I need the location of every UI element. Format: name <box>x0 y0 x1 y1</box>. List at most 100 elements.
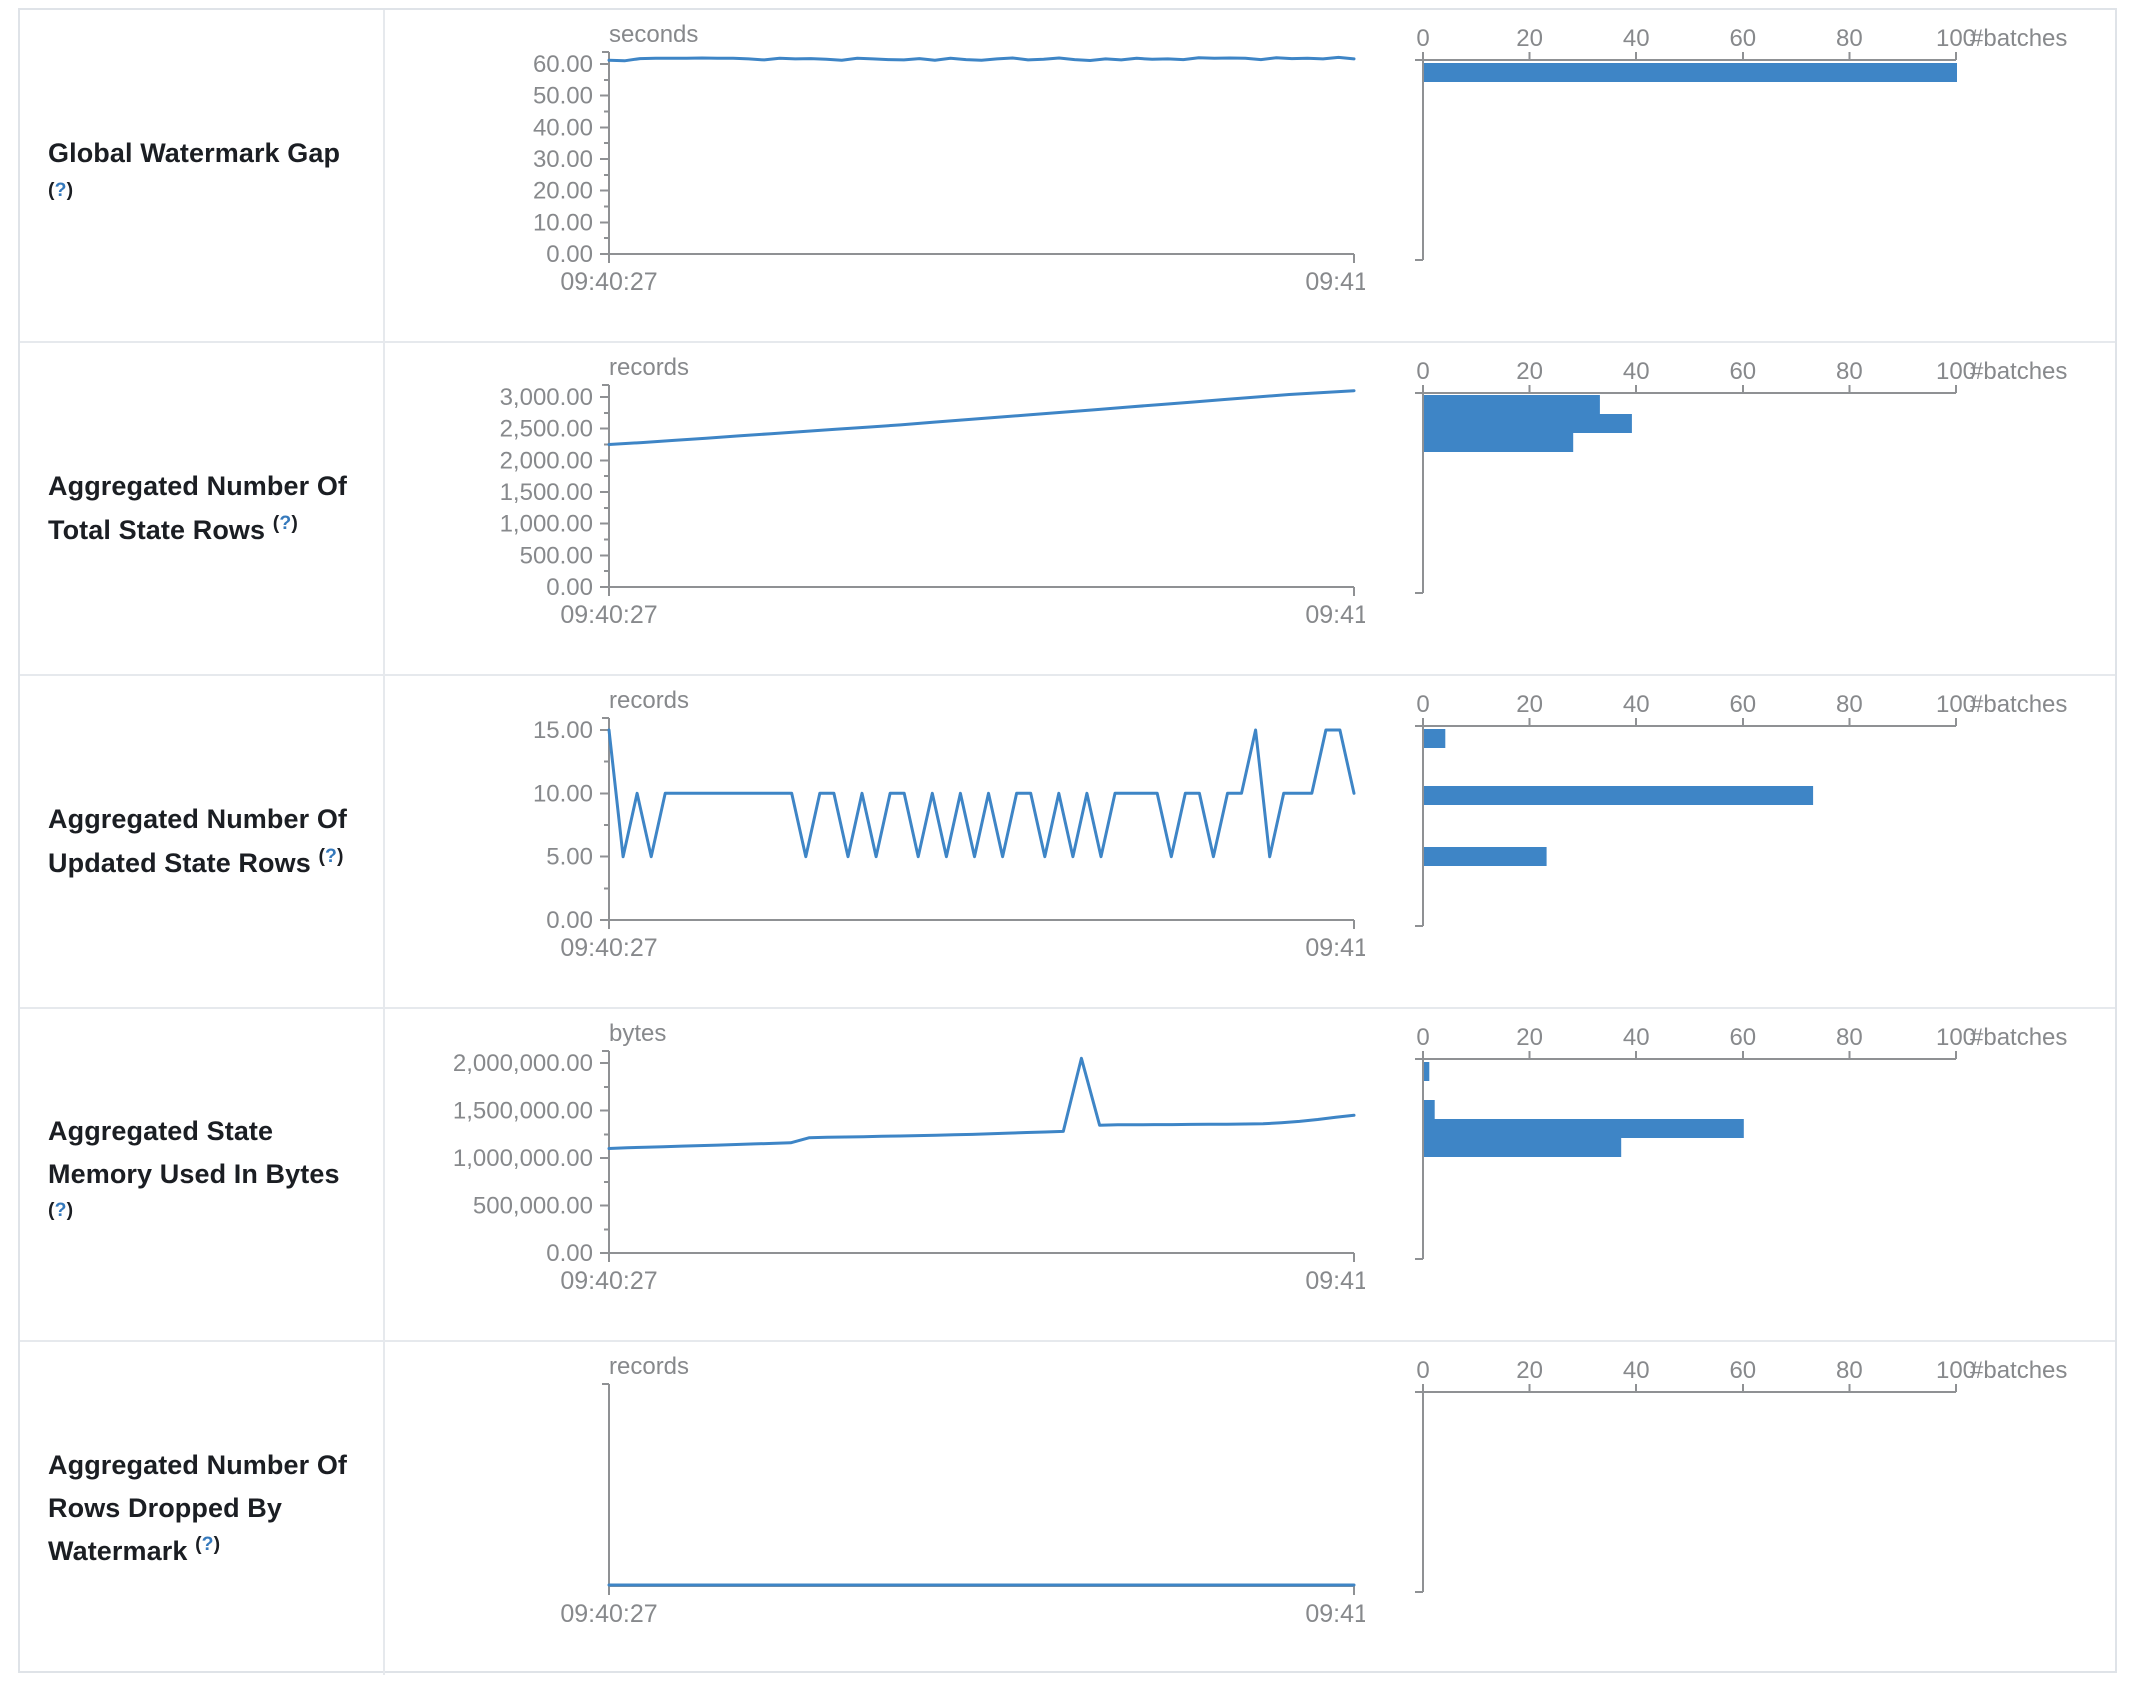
histogram-chart-aggregated-total-state-rows: 0 20 40 60 80 100 #batches <box>1365 343 2115 674</box>
y-tick-label: 50.00 <box>533 83 593 110</box>
help-tooltip-link[interactable]: (?) <box>272 512 298 534</box>
y-tick-label: 500,000.00 <box>473 1193 593 1220</box>
hist-tick-label: 20 <box>1516 691 1543 718</box>
help-tooltip-link[interactable]: (?) <box>48 1199 74 1222</box>
x-axis-end-time: 09:41:56 <box>1305 1267 1365 1295</box>
hist-tick-label: 80 <box>1836 1357 1863 1384</box>
hist-tick-label: 40 <box>1623 1024 1650 1051</box>
metric-label-text: Aggregated Number Of Total State Rows <box>48 471 348 545</box>
x-axis-end-time: 09:41:56 <box>1305 268 1365 296</box>
help-tooltip-link[interactable]: (?) <box>48 179 74 201</box>
x-axis-start-time: 09:40:27 <box>560 1267 657 1295</box>
x-axis-end-time: 09:41:56 <box>1305 934 1365 962</box>
x-axis-end-time: 09:41:56 <box>1305 601 1365 629</box>
question-mark-icon[interactable]: ? <box>201 1533 214 1556</box>
hist-tick-label: 60 <box>1729 25 1756 52</box>
metric-label: Aggregated Number Of Updated State Rows … <box>48 798 355 884</box>
hist-tick-label: 0 <box>1416 1357 1429 1384</box>
hist-tick-label: 100 <box>1936 691 1976 718</box>
metric-label: Aggregated State Memory Used In Bytes (?… <box>48 1110 355 1239</box>
metric-row-global-watermark-gap: Global Watermark Gap (?) seconds 60.00 50.0… <box>20 10 2115 343</box>
histogram-bar <box>1424 1062 1430 1081</box>
hist-axis-title: #batches <box>1970 25 2067 52</box>
metric-row-aggregated-rows-dropped-by-watermark: Aggregated Number Of Rows Dropped By Wat… <box>20 1342 2115 1675</box>
question-mark-icon[interactable]: ? <box>54 179 67 201</box>
hist-axis-title: #batches <box>1970 1024 2067 1051</box>
histogram-bar <box>1424 786 1814 805</box>
histogram-svg: 0 20 40 60 80 100#batches <box>1415 1357 2067 1593</box>
hist-axis-title: #batches <box>1970 691 2067 718</box>
hist-tick-label: 40 <box>1623 691 1650 718</box>
hist-tick-label: 100 <box>1936 25 1976 52</box>
timeline-svg: records 3,000.00 2,500.00 2,000.00 1,500.00 1… <box>500 354 1365 629</box>
metric-label-cell: Aggregated Number Of Total State Rows (?… <box>20 343 385 674</box>
histogram-bar <box>1424 729 1446 748</box>
x-axis-end-time: 09:41:56 <box>1305 1600 1365 1628</box>
histogram-bar <box>1424 433 1574 452</box>
metric-label: Global Watermark Gap (?) <box>48 132 355 218</box>
hist-tick-label: 100 <box>1936 358 1976 385</box>
metric-label-cell: Aggregated Number Of Rows Dropped By Wat… <box>20 1342 385 1675</box>
chart-unit-label: records <box>609 1353 689 1380</box>
timeline-svg: seconds 60.00 50.00 40.00 30.00 20.00 10.00 0.0… <box>533 21 1365 296</box>
timeline-chart-aggregated-rows-dropped-by-watermark: records 09:40:27 09:41:56 <box>385 1342 1365 1675</box>
metric-label-cell: Global Watermark Gap (?) <box>20 10 385 341</box>
help-tooltip-link[interactable]: (?) <box>195 1533 221 1556</box>
histogram-chart-aggregated-state-memory: 0 20 40 60 80 100 #batches <box>1365 1009 2115 1340</box>
histogram-bar <box>1424 847 1547 866</box>
x-axis-start-time: 09:40:27 <box>560 601 657 629</box>
metric-label-text: Aggregated State Memory Used In Bytes <box>48 1116 340 1189</box>
hist-tick-label: 60 <box>1729 358 1756 385</box>
y-tick-label: 0.00 <box>546 907 593 934</box>
timeline-chart-aggregated-state-memory: bytes 2,000,000.00 1,500,000.00 1,000,000.0… <box>385 1009 1365 1340</box>
y-tick-label: 1,000.00 <box>500 511 593 538</box>
hist-tick-label: 60 <box>1729 1357 1756 1384</box>
chart-unit-label: seconds <box>609 21 698 48</box>
histogram-bar <box>1424 1119 1744 1138</box>
hist-tick-label: 20 <box>1516 358 1543 385</box>
y-tick-label: 2,000.00 <box>500 447 593 474</box>
metric-label-text: Aggregated Number Of Updated State Rows <box>48 804 348 878</box>
help-tooltip-link[interactable]: (?) <box>318 845 344 867</box>
y-tick-label: 2,500.00 <box>500 416 593 443</box>
y-tick-label: 0.00 <box>546 574 593 601</box>
y-tick-label: 5.00 <box>546 844 593 871</box>
hist-axis-title: #batches <box>1970 1357 2067 1384</box>
y-tick-label: 10.00 <box>533 209 593 236</box>
histogram-chart-aggregated-rows-dropped-by-watermark: 0 20 40 60 80 100 #batches <box>1365 1342 2115 1675</box>
hist-tick-label: 100 <box>1936 1024 1976 1051</box>
hist-tick-label: 60 <box>1729 1024 1756 1051</box>
y-tick-label: 500.00 <box>520 542 593 569</box>
timeline-series-line <box>607 389 1356 446</box>
timeline-svg: records 09:40:27 09:41:56 <box>560 1353 1365 1628</box>
y-tick-label: 30.00 <box>533 146 593 173</box>
histogram-svg: 0 20 40 60 80 100#batches <box>1415 358 2067 594</box>
hist-tick-label: 0 <box>1416 691 1429 718</box>
metric-label: Aggregated Number Of Total State Rows (?… <box>48 465 355 551</box>
metric-label: Aggregated Number Of Rows Dropped By Wat… <box>48 1444 355 1573</box>
y-tick-label: 1,000,000.00 <box>453 1145 593 1172</box>
timeline-series-line <box>607 55 1356 63</box>
metric-label-text: Aggregated Number Of Rows Dropped By Wat… <box>48 1450 348 1567</box>
histogram-bar <box>1424 1138 1622 1157</box>
histogram-svg: 0 20 40 60 80 100#batches <box>1415 1024 2067 1260</box>
hist-tick-label: 40 <box>1623 358 1650 385</box>
question-mark-icon[interactable]: ? <box>279 512 292 534</box>
y-tick-label: 2,000,000.00 <box>453 1050 593 1077</box>
question-mark-icon[interactable]: ? <box>54 1199 67 1222</box>
hist-tick-label: 20 <box>1516 1357 1543 1384</box>
y-tick-label: 0.00 <box>546 1240 593 1267</box>
y-tick-label: 10.00 <box>533 780 593 807</box>
histogram-svg: 0 20 40 60 80 100#batches <box>1415 691 2067 927</box>
y-tick-label: 1,500,000.00 <box>453 1098 593 1125</box>
x-axis-start-time: 09:40:27 <box>560 934 657 962</box>
hist-tick-label: 100 <box>1936 1357 1976 1384</box>
hist-tick-label: 80 <box>1836 25 1863 52</box>
x-axis-start-time: 09:40:27 <box>560 1600 657 1628</box>
metric-label-cell: Aggregated State Memory Used In Bytes (?… <box>20 1009 385 1340</box>
metric-label-cell: Aggregated Number Of Updated State Rows … <box>20 676 385 1007</box>
chart-unit-label: records <box>609 687 689 714</box>
question-mark-icon[interactable]: ? <box>325 845 338 867</box>
histogram-bar <box>1424 63 1957 82</box>
